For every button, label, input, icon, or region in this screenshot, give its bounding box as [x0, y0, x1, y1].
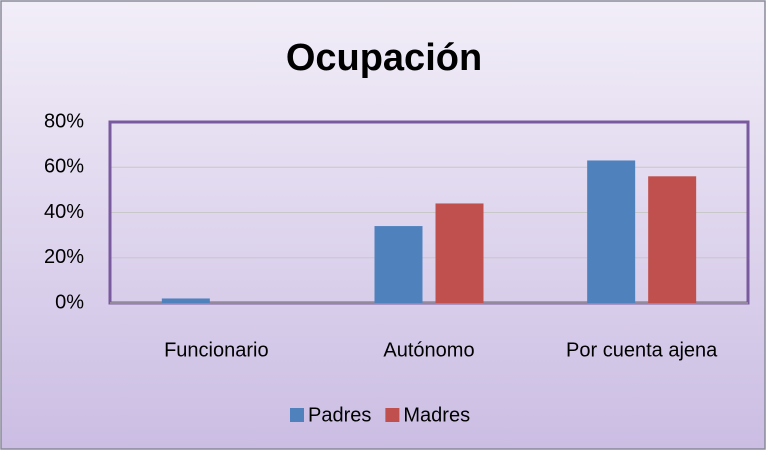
- legend-swatch: [385, 408, 400, 422]
- x-tick-label: Funcionario: [164, 339, 269, 361]
- x-tick-label: Por cuenta ajena: [566, 339, 718, 361]
- legend-label: Madres: [403, 404, 470, 426]
- x-tick-label: Autónomo: [383, 339, 474, 361]
- bar: [435, 203, 484, 303]
- y-tick-label: 20%: [44, 246, 84, 268]
- bar: [161, 298, 210, 303]
- y-tick-label: 0%: [55, 291, 84, 313]
- y-tick-label: 80%: [44, 110, 84, 132]
- bar: [587, 160, 636, 303]
- bar: [648, 176, 697, 303]
- y-tick-label: 40%: [44, 201, 84, 223]
- legend-swatch: [290, 408, 304, 422]
- bar: [374, 226, 423, 303]
- legend-label: Padres: [308, 404, 371, 426]
- y-tick-label: 60%: [44, 156, 84, 178]
- chart-title: Ocupación: [286, 37, 482, 79]
